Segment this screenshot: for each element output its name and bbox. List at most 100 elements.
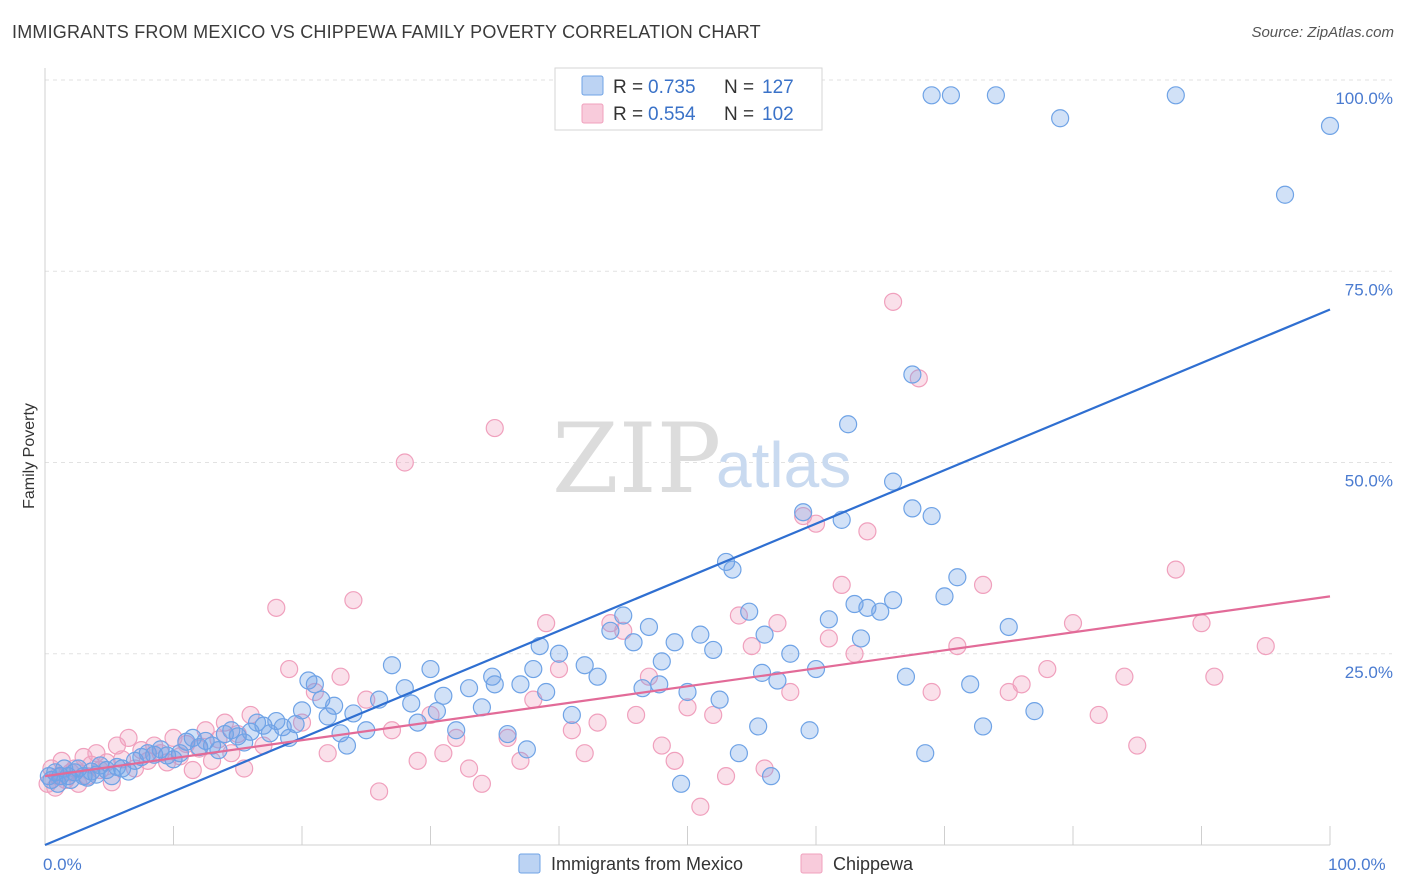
point-chippewa-53 (447, 728, 466, 748)
point-mexico-112 (896, 667, 916, 686)
point-chippewa-101 (1256, 636, 1275, 656)
point-mexico-117 (948, 568, 967, 587)
legend-chippewa-r-value: 0.554 (648, 104, 696, 125)
point-mexico-19 (119, 762, 138, 781)
trend-line-chippewa (44, 595, 1331, 778)
point-mexico-69 (498, 724, 517, 744)
point-mexico-65 (459, 679, 479, 698)
point-mexico-130 (1166, 86, 1185, 105)
point-chippewa-78 (768, 614, 787, 633)
point-chippewa-76 (742, 636, 761, 656)
point-mexico-50 (318, 707, 337, 726)
point-chippewa-48 (382, 721, 402, 740)
point-chippewa-79 (781, 682, 800, 702)
point-chippewa-96 (1115, 667, 1134, 686)
point-mexico-77 (575, 656, 594, 675)
legend-chippewa-n-label: N = (724, 104, 754, 125)
point-mexico-71 (517, 740, 536, 759)
point-mexico-118 (961, 675, 980, 694)
point-mexico-108 (851, 629, 871, 648)
point-chippewa-97 (1128, 736, 1147, 755)
point-mexico-79 (601, 621, 620, 640)
point-mexico-83 (639, 617, 659, 637)
point-chippewa-62 (562, 721, 581, 740)
point-mexico-32 (202, 736, 222, 755)
watermark-zip: ZIP (552, 403, 721, 515)
trend-line-mexico (44, 308, 1331, 847)
point-mexico-97 (752, 663, 772, 682)
point-chippewa-63 (575, 744, 594, 763)
point-mexico-31 (196, 731, 215, 751)
point-chippewa-45 (344, 591, 363, 610)
point-mexico-95 (740, 602, 759, 621)
point-mexico-128 (1051, 109, 1070, 128)
point-chippewa-60 (537, 614, 556, 633)
axes-layer (44, 68, 1331, 846)
point-mexico-48 (305, 675, 324, 694)
point-chippewa-55 (472, 774, 491, 793)
point-mexico-61 (421, 659, 440, 679)
legend-swatch-mexico (581, 75, 604, 96)
point-mexico-100 (768, 671, 787, 690)
bottom-legend-label-chippewa: Chippewa (833, 854, 914, 874)
grid-layer (45, 79, 1392, 655)
point-mexico-75 (549, 644, 569, 663)
point-chippewa-94 (1063, 614, 1083, 633)
point-mexico-129 (1275, 185, 1295, 204)
point-mexico-89 (691, 625, 710, 644)
point-mexico-120 (999, 617, 1018, 637)
watermark: ZIP atlas (552, 403, 851, 515)
point-chippewa-50 (408, 751, 427, 770)
point-chippewa-85 (858, 522, 877, 541)
point-chippewa-52 (434, 744, 453, 763)
watermark-atlas: atlas (716, 429, 851, 501)
point-chippewa-54 (459, 759, 479, 778)
top-legend: R = 0.735 N = 127 R = 0.554 N = 102 (554, 67, 823, 131)
point-chippewa-71 (678, 698, 697, 717)
point-mexico-93 (723, 560, 742, 579)
point-mexico-72 (524, 659, 543, 679)
point-chippewa-43 (318, 744, 337, 763)
point-chippewa-73 (704, 705, 723, 725)
y-axis-title: Family Poverty (21, 403, 38, 509)
point-mexico-51 (325, 696, 344, 715)
chart-title: IMMIGRANTS FROM MEXICO VS CHIPPEWA FAMIL… (12, 22, 761, 42)
point-chippewa-98 (1166, 560, 1185, 579)
y-tick-label-75: 75.0% (1345, 280, 1393, 299)
legend-chippewa-n-value: 102 (762, 104, 794, 125)
legend-mexico-n-value: 127 (762, 77, 794, 98)
point-chippewa-40 (280, 659, 299, 679)
point-chippewa-66 (614, 621, 633, 640)
point-mexico-103 (800, 721, 819, 740)
point-mexico-115 (922, 506, 941, 526)
point-mexico-123 (903, 365, 922, 384)
point-chippewa-28 (183, 760, 202, 780)
point-mexico-74 (537, 682, 556, 702)
legend-mexico-n-label: N = (724, 77, 754, 98)
point-mexico-78 (588, 667, 607, 686)
point-chippewa-84 (845, 644, 864, 663)
point-chippewa-92 (1012, 675, 1031, 694)
point-chippewa-47 (370, 782, 389, 801)
point-chippewa-72 (691, 797, 710, 816)
point-mexico-96 (749, 717, 768, 736)
point-mexico-125 (922, 86, 941, 105)
legend-swatch-chippewa (581, 103, 604, 124)
point-chippewa-68 (639, 667, 659, 686)
y-tick-label-50: 50.0% (1345, 472, 1393, 491)
point-mexico-105 (819, 610, 838, 629)
point-mexico-80 (614, 606, 633, 625)
point-mexico-53 (337, 736, 357, 755)
point-mexico-46 (292, 701, 312, 720)
trend-layer (44, 308, 1331, 847)
point-mexico-113 (903, 499, 922, 518)
point-chippewa-74 (716, 767, 736, 786)
point-chippewa-69 (652, 736, 671, 755)
x-tick-label-max: 100.0% (1328, 855, 1386, 874)
point-chippewa-18 (119, 728, 138, 748)
point-chippewa-99 (1192, 614, 1211, 633)
point-mexico-59 (402, 694, 421, 713)
point-mexico-94 (729, 744, 749, 763)
point-mexico-98 (755, 625, 774, 644)
point-mexico-119 (973, 717, 993, 736)
